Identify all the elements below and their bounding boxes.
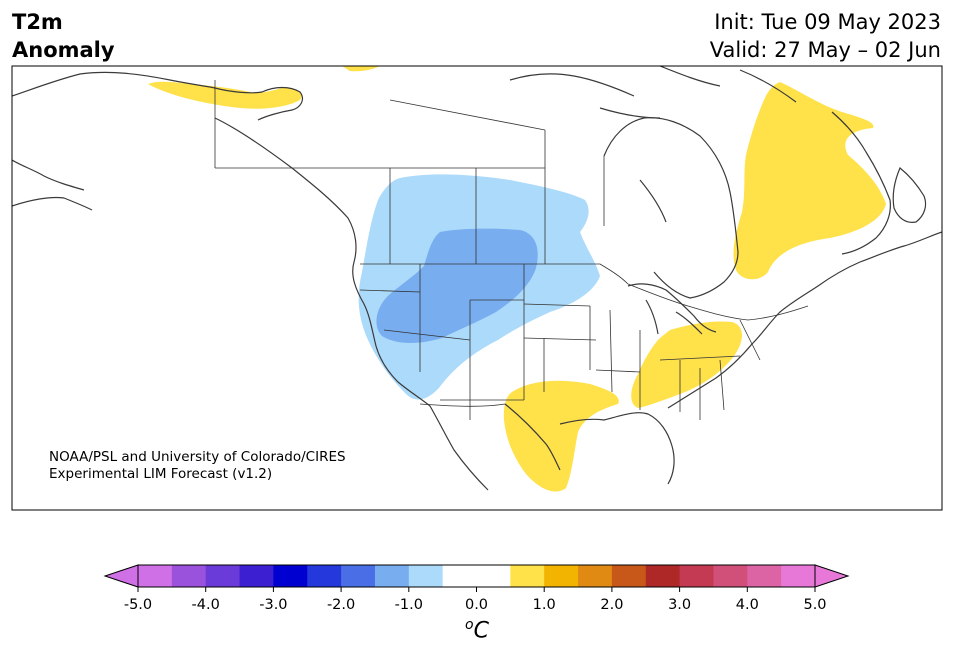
us-states-west xyxy=(359,264,525,420)
colorbar-swatch xyxy=(239,565,274,587)
colorbar-tick-label: -4.0 xyxy=(191,597,220,613)
colorbar-swatch xyxy=(611,565,647,587)
great-lakes xyxy=(627,283,717,335)
canada-us-border xyxy=(360,263,809,321)
labrador-coast xyxy=(831,111,891,255)
coastlines xyxy=(12,66,942,491)
colorbar-tick-label: 2.0 xyxy=(600,597,624,613)
map-title: T2m Anomaly xyxy=(12,8,115,64)
colorbar-swatch xyxy=(408,565,444,587)
colorbar-swatch xyxy=(374,565,410,587)
warm-anomaly-quebec xyxy=(733,82,886,280)
colorbar-swatch xyxy=(273,565,308,587)
colorbar-tick-label: 1.0 xyxy=(532,597,556,613)
credit-line-1: NOAA/PSL and University of Colorado/CIRE… xyxy=(49,449,346,465)
alaska-coast xyxy=(12,71,304,121)
colorbar-swatches xyxy=(138,565,816,587)
valid-range: Valid: 27 May – 02 Jun xyxy=(709,38,941,62)
colorbar-unit: oC xyxy=(465,617,489,643)
map-frame xyxy=(11,65,943,511)
colorbar-swatch xyxy=(747,565,782,587)
credit-line-2: Experimental LIM Forecast (v1.2) xyxy=(49,466,273,482)
atlantic-coast xyxy=(667,231,942,409)
unit-superscript: o xyxy=(465,617,474,633)
colorbar-swatch xyxy=(341,565,376,587)
gulf-coast xyxy=(504,403,675,485)
alaska-southwest xyxy=(12,159,93,211)
colorbar-tick-label: -1.0 xyxy=(394,597,423,613)
warm-anomaly-arctic xyxy=(342,66,380,72)
us-states-central xyxy=(523,303,641,410)
colorbar-tick-label: 3.0 xyxy=(668,597,692,613)
colorbar-tick-label: 5.0 xyxy=(803,597,827,613)
colorbar-swatch xyxy=(679,565,714,587)
forecast-dates: Init: Tue 09 May 2023 Valid: 27 May – 02… xyxy=(710,8,941,64)
colorbar-swatch xyxy=(476,565,511,587)
colorbar-swatch xyxy=(171,565,207,587)
colorbar-over-arrow xyxy=(814,564,850,588)
canadian-provinces xyxy=(215,99,605,264)
colorbar-swatch xyxy=(205,565,241,587)
colorbar-tick-label: -3.0 xyxy=(259,597,288,613)
colorbar-swatch xyxy=(138,565,173,587)
colorbar-ticks xyxy=(137,587,816,592)
title-type: Anomaly xyxy=(12,38,115,62)
colorbar-swatch xyxy=(442,565,477,587)
mexico-border xyxy=(419,403,506,407)
us-states-east xyxy=(659,319,761,420)
colorbar-tick-label: -2.0 xyxy=(326,597,356,613)
warm-anomaly-texas xyxy=(503,380,619,492)
pacific-northwest-coast xyxy=(214,117,489,491)
colorbar-tick-label: -5.0 xyxy=(123,597,153,613)
newfoundland xyxy=(892,167,927,223)
colorbar-swatch xyxy=(781,565,816,587)
colorbar-swatch xyxy=(645,565,681,587)
colorbar-swatch xyxy=(307,565,342,587)
unit-base: C xyxy=(473,618,489,644)
colorbar-tick-label: 4.0 xyxy=(735,597,759,613)
colorbar-swatch xyxy=(510,565,545,587)
warm-anomaly-alaska xyxy=(148,81,302,109)
colorbar-under-arrow xyxy=(103,564,139,588)
arctic-islands xyxy=(509,66,797,119)
colorbar-tick-label: 0.0 xyxy=(464,597,489,613)
anomaly-shading xyxy=(148,66,886,492)
init-date: Init: Tue 09 May 2023 xyxy=(714,10,941,34)
credit-text: NOAA/PSL and University of Colorado/CIRE… xyxy=(49,449,346,483)
title-variable: T2m xyxy=(12,10,63,34)
warm-anomaly-ohio-valley xyxy=(631,321,742,408)
colorbar-swatch xyxy=(713,565,748,587)
political-boundaries xyxy=(214,80,809,420)
colorbar-swatch xyxy=(578,565,613,587)
cool-anomaly-core xyxy=(376,228,538,343)
colorbar-swatch xyxy=(544,565,579,587)
